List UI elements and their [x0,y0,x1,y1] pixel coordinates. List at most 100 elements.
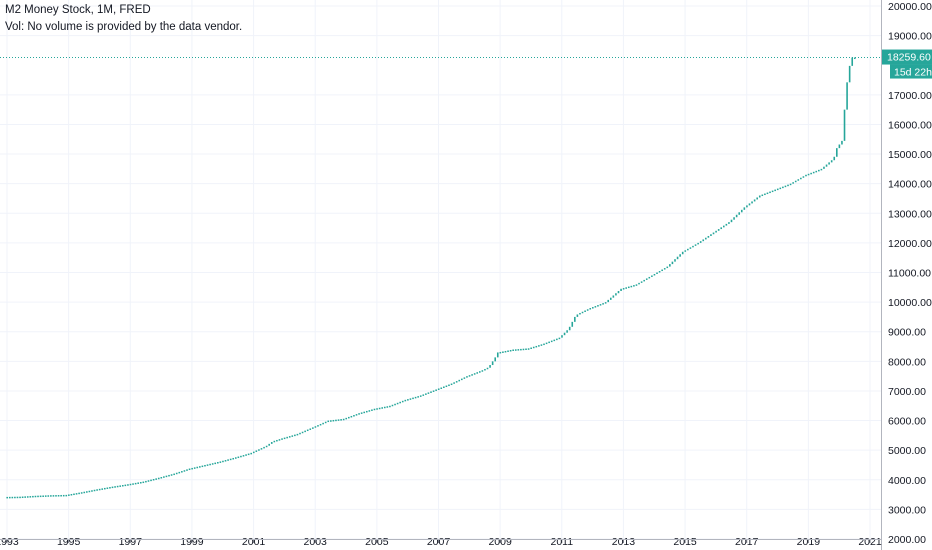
y-tick-label: 2000.00 [888,534,926,546]
ohlc-bar [810,172,812,175]
ohlc-bar [273,440,276,443]
ohlc-bar [473,373,476,375]
ohlc-bar [173,473,175,476]
ohlc-bar [86,491,88,493]
ohlc-bar [594,306,597,308]
ohlc-bar [314,426,317,428]
ohlc-bar [21,496,24,499]
ohlc-bar [224,460,227,462]
ohlc-bar [170,474,173,476]
ohlc-bar [16,496,19,499]
ohlc-bar [111,486,114,489]
ohlc-bar [661,269,663,272]
ohlc-bar [633,285,635,287]
last-price-value: 18259.60 [887,52,931,64]
countdown-tag-box [890,64,932,79]
ohlc-bar [805,174,807,177]
ohlc-bar [463,377,466,379]
y-tick-label: 4000.00 [888,475,926,487]
ohlc-bar [26,496,29,498]
ohlc-bar [748,203,751,206]
ohlc-bar [738,212,741,215]
ohlc-bar [414,396,417,399]
ohlc-bar [532,346,535,349]
ohlc-bar [468,375,471,377]
ohlc-bar [458,379,461,382]
ohlc-bar [306,429,309,432]
ohlc-bar [242,455,245,457]
ohlc-bar [412,397,414,400]
ohlc-bar [104,487,106,490]
ohlc-bar [301,431,304,434]
ohlc-bar [116,485,119,488]
y-tick-label: 13000.00 [888,208,932,220]
ohlc-bar [330,420,332,422]
ohlc-bar [165,475,168,478]
ohlc-bar [396,402,399,405]
ohlc-bar [422,394,425,396]
ohlc-bar [129,483,132,486]
ohlc-bar [42,495,44,497]
ohlc-bar [617,291,620,294]
ohlc-bar [155,478,157,480]
ohlc-bar [168,474,170,477]
ohlc-bar [848,65,851,83]
ohlc-bar [653,273,656,276]
ohlc-bar [83,491,86,494]
ohlc-bar [358,413,360,415]
ohlc-bar [543,343,545,346]
ohlc-bar [440,387,443,389]
ohlc-bar [62,494,65,497]
ohlc-bar [193,467,196,469]
ohlc-bar [409,398,412,400]
ohlc-bar [383,406,386,409]
ohlc-bar [766,192,769,195]
ohlc-bar [88,490,91,493]
ohlc-bar [730,219,733,223]
y-tick-label: 15000.00 [888,149,932,161]
ohlc-bar [363,411,366,414]
ohlc-bar [638,282,640,285]
ohlc-bar [430,391,432,393]
ohlc-bar [743,207,746,210]
ohlc-bar [776,188,779,191]
ohlc-bar [93,489,96,492]
ohlc-bar [635,284,638,286]
ohlc-bar [227,459,229,461]
ohlc-bar [836,148,838,157]
y-tick-label: 20000.00 [888,1,932,13]
ohlc-bar [191,467,193,470]
ohlc-bar [499,351,502,354]
ohlc-bar [119,485,122,487]
ohlc-bar [502,351,504,353]
ohlc-bar [394,403,396,406]
ohlc-bar [484,368,486,371]
ohlc-bar [234,457,237,459]
ohlc-bar [792,182,794,184]
ohlc-bar [142,481,145,484]
ohlc-bar [288,436,291,438]
ohlc-bar [758,195,761,198]
ohlc-bar [8,496,11,499]
ohlc-bar [163,476,165,478]
ohlc-bar [689,247,692,249]
ohlc-bar [450,383,453,386]
ohlc-bar [599,304,602,306]
ohlc-bar [576,314,579,317]
x-tick-label: 1999 [180,536,204,548]
ohlc-bar [214,462,217,465]
ohlc-bar [124,484,127,487]
ohlc-bar [52,495,55,497]
ohlc-bar [6,496,8,499]
y-tick-label: 11000.00 [888,268,931,280]
ohlc-bar [386,406,389,408]
ohlc-bar [294,434,296,437]
ohlc-bar [656,272,658,274]
ohlc-bar [404,399,407,402]
ohlc-bar [794,180,797,183]
y-axis: 2000.00 3000.00 4000.00 5000.00 6000.00 7000.… [888,1,932,546]
ohlc-bar [671,261,674,265]
ohlc-bar [181,471,183,473]
ohlc-bar [640,281,643,283]
